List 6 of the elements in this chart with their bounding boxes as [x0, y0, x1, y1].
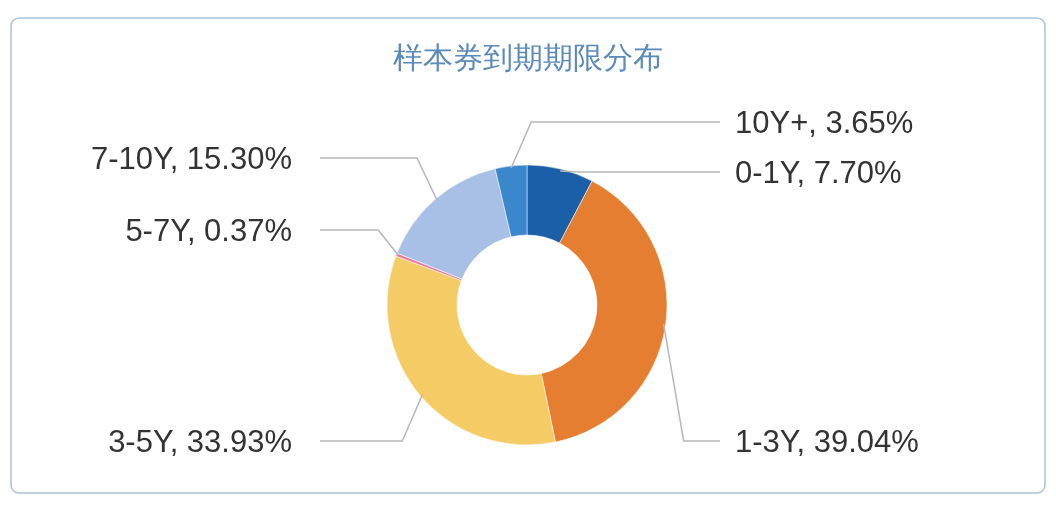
slice-label: 7-10Y — [90, 141, 173, 176]
slice-label: 5-7Y — [125, 213, 191, 248]
slice-label: 3-5Y — [108, 424, 173, 459]
chart-title: 样本券到期期限分布 — [393, 40, 663, 75]
slice-label: 10Y+ — [735, 105, 809, 140]
data-label: , 3.65% — [808, 105, 914, 140]
